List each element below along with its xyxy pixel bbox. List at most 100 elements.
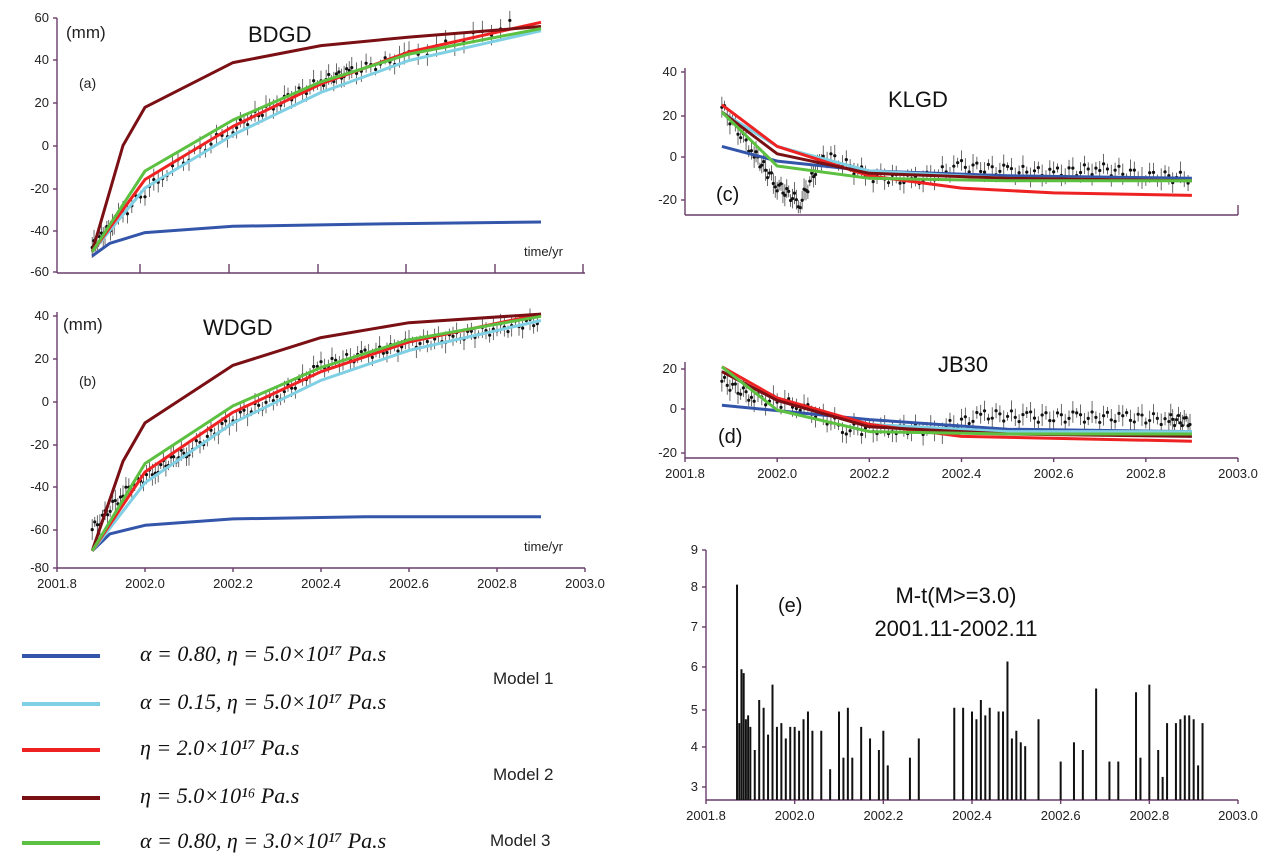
observation-point — [963, 165, 967, 169]
observation-point — [293, 386, 297, 390]
observation-point — [764, 168, 768, 172]
panel-c-klgd: KLGD (c) 40 20 0 -20 — [658, 64, 1239, 216]
observation-point — [844, 158, 848, 162]
observation-point — [754, 150, 758, 154]
observation-point — [986, 162, 990, 167]
observation-point — [209, 142, 213, 146]
observation-point — [224, 419, 228, 423]
observation-point — [1186, 181, 1190, 185]
observation-point — [418, 341, 422, 346]
panel-b-y-tick-label: 20 — [35, 351, 49, 366]
observation-point — [741, 386, 745, 390]
observation-point — [1075, 411, 1079, 415]
observation-point — [235, 126, 239, 130]
observation-point — [733, 382, 737, 386]
observation-point — [956, 161, 960, 165]
observation-point — [144, 472, 149, 477]
observation-point — [1094, 415, 1098, 419]
observation-point — [736, 132, 740, 136]
observation-point — [1178, 170, 1182, 174]
observation-point — [359, 349, 363, 354]
observation-point — [739, 136, 743, 140]
observation-point — [124, 485, 128, 489]
observation-point — [1032, 169, 1037, 173]
legend-formula-1: α = 0.80, η = 5.0×10¹⁷ Pa.s — [140, 641, 386, 666]
panel-b-xlabel: time/yr — [524, 539, 564, 554]
panel-a-y-tick-label: -40 — [30, 223, 49, 238]
observation-point — [1128, 168, 1133, 172]
observation-point — [396, 349, 400, 353]
panel-e-x-tick-label: 2002.0 — [775, 808, 815, 823]
panel-b-x-tick-label: 2002.8 — [477, 576, 517, 591]
panel-c-title: KLGD — [888, 87, 948, 112]
observation-point — [773, 185, 777, 189]
observation-point — [749, 395, 754, 399]
panel-b-y-tick-label: -80 — [30, 560, 49, 575]
observation-point — [1151, 170, 1156, 174]
observation-point — [798, 206, 802, 210]
observation-point — [722, 375, 727, 379]
observation-point — [1090, 410, 1094, 414]
panel-a-y-tick-label: 20 — [35, 95, 49, 110]
observation-point — [1113, 168, 1117, 172]
observation-point — [1036, 166, 1040, 170]
panel-b-model-curve-4 — [90, 312, 542, 552]
observation-point — [1029, 410, 1033, 414]
observation-point — [506, 330, 510, 334]
observation-point — [1117, 411, 1121, 416]
observation-point — [113, 498, 117, 503]
observation-point — [886, 181, 891, 185]
observation-point — [238, 118, 242, 122]
panel-b-x-tick-label: 2003.0 — [565, 576, 605, 591]
panel-e-y-tick-label: 8 — [691, 579, 698, 594]
observation-point — [871, 179, 875, 184]
panel-b-model-curve-5 — [90, 314, 542, 552]
observation-point — [1021, 164, 1025, 168]
observation-point — [979, 412, 983, 416]
observation-point — [959, 159, 964, 163]
observation-point — [994, 409, 998, 413]
observation-point — [172, 455, 176, 459]
panel-e-y-tick-label: 3 — [691, 779, 698, 794]
observation-point — [1071, 166, 1075, 170]
observation-point — [731, 382, 735, 386]
panel-a-y-tick-label: -60 — [30, 264, 49, 279]
observation-point — [948, 418, 952, 423]
observation-point — [312, 364, 316, 369]
panel-c-y-tick-label: -20 — [658, 192, 677, 207]
observation-point — [1163, 170, 1167, 174]
panel-a-title: BDGD — [248, 22, 312, 47]
observation-point — [749, 149, 754, 153]
observation-point — [840, 430, 845, 435]
observation-point — [1167, 419, 1171, 424]
observation-point — [728, 122, 732, 126]
observation-point — [1052, 170, 1056, 174]
observation-point — [1078, 170, 1083, 175]
panel-e-x-tick-label: 2002.6 — [1041, 808, 1081, 823]
observation-point — [1009, 409, 1014, 413]
observation-point — [1128, 418, 1133, 422]
panel-b-y-tick-label: 0 — [42, 394, 49, 409]
observation-point — [785, 186, 789, 191]
observation-point — [350, 65, 354, 70]
observation-point — [257, 403, 261, 407]
panel-e-x-tick-label: 2002.2 — [863, 808, 903, 823]
model-label-2: Model 2 — [493, 765, 553, 784]
observation-point — [1132, 420, 1136, 424]
model-label-3: Model 3 — [490, 831, 550, 850]
observation-point — [762, 160, 766, 164]
observation-point — [93, 520, 97, 524]
observation-point — [775, 189, 779, 193]
observation-point — [800, 198, 804, 202]
panel-c-model-curve-4 — [720, 110, 1192, 183]
observation-point — [1094, 166, 1098, 170]
observation-point — [808, 179, 812, 183]
observation-point — [118, 495, 123, 499]
observation-point — [1098, 420, 1102, 425]
panel-c-model-curve-2 — [721, 110, 1192, 183]
observation-point — [1125, 410, 1129, 415]
observation-point — [833, 154, 837, 158]
observation-point — [771, 181, 775, 186]
panel-a-model-curve-2 — [91, 29, 542, 253]
panel-e-x-tick-label: 2002.4 — [952, 808, 992, 823]
